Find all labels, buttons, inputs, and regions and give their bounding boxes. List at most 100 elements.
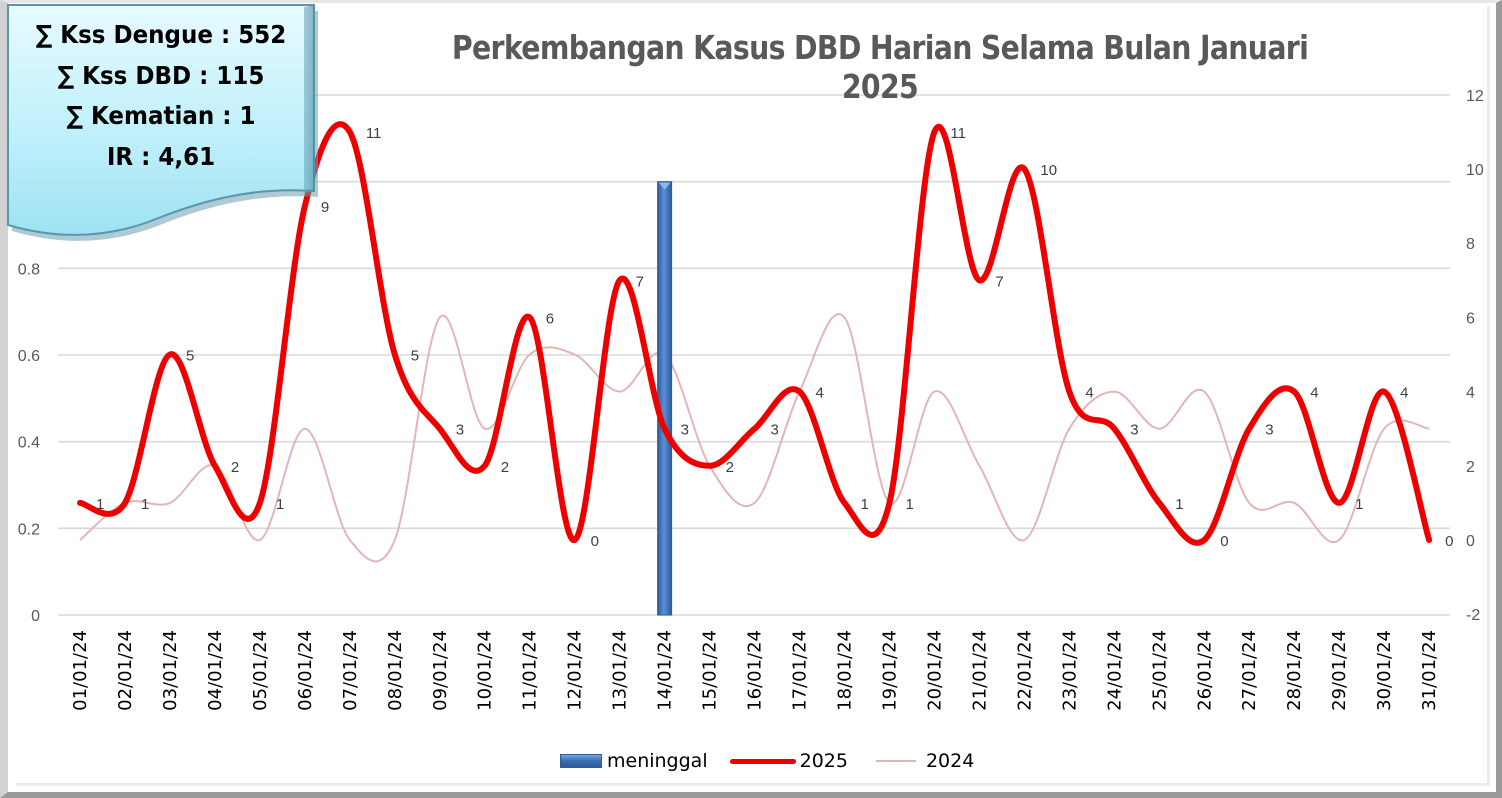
svg-text:10: 10 [1466,162,1484,179]
svg-text:4: 4 [1466,385,1475,402]
legend-label-2024: 2024 [925,750,975,772]
svg-text:09/01/24: 09/01/24 [430,630,451,711]
svg-text:1: 1 [141,496,149,513]
svg-text:12/01/24: 12/01/24 [565,630,586,711]
svg-text:3: 3 [1265,422,1273,439]
svg-text:2: 2 [726,459,734,476]
svg-text:7: 7 [995,273,1003,290]
svg-text:9: 9 [321,199,329,216]
svg-text:-2: -2 [1466,607,1480,624]
svg-text:8: 8 [1466,236,1475,253]
svg-text:4: 4 [1310,385,1318,402]
svg-text:1: 1 [1175,496,1183,513]
svg-text:0.8: 0.8 [18,261,40,278]
svg-text:1: 1 [860,496,868,513]
svg-text:10: 10 [1040,162,1057,179]
svg-text:19/01/24: 19/01/24 [879,630,900,711]
line-swatch-icon [875,760,916,762]
series-2024-line [79,313,1430,563]
svg-text:1: 1 [905,496,913,513]
svg-text:0.6: 0.6 [18,348,40,365]
svg-text:3: 3 [681,422,689,439]
legend-item-meninggal[interactable]: meninggal [560,750,708,772]
legend-item-2025[interactable]: 2025 [729,750,848,772]
svg-text:26/01/24: 26/01/24 [1194,630,1215,711]
series-2025-line [77,121,1433,546]
svg-text:0: 0 [591,533,599,550]
svg-text:4: 4 [816,385,824,402]
svg-text:4: 4 [1400,385,1408,402]
svg-text:24/01/24: 24/01/24 [1104,630,1125,711]
summary-kss-dbd: ∑ Kss DBD : 115 [57,60,265,90]
legend-item-2024[interactable]: 2024 [870,750,974,772]
svg-text:15/01/24: 15/01/24 [700,630,721,711]
svg-text:18/01/24: 18/01/24 [834,630,855,711]
wave-shape [7,4,318,241]
svg-text:07/01/24: 07/01/24 [340,630,361,711]
svg-text:11: 11 [366,125,382,142]
svg-text:25/01/24: 25/01/24 [1149,630,1170,711]
svg-text:21/01/24: 21/01/24 [969,630,990,711]
svg-text:0: 0 [1445,533,1453,550]
svg-text:2: 2 [231,459,239,476]
svg-text:0.2: 0.2 [18,521,40,538]
summary-kss-dengue: ∑ Kss Dengue : 552 [35,20,287,49]
svg-text:3: 3 [456,422,464,439]
svg-text:0.4: 0.4 [18,435,40,452]
svg-text:11/01/24: 11/01/24 [520,630,541,711]
svg-text:02/01/24: 02/01/24 [115,630,136,711]
svg-text:12: 12 [1466,88,1484,105]
legend-label-meninggal: meninggal [607,750,708,772]
svg-text:0: 0 [1466,533,1475,550]
svg-text:2: 2 [1466,459,1475,476]
svg-text:6: 6 [546,310,554,327]
svg-text:5: 5 [411,348,419,365]
legend: meninggal 2025 2024 [560,748,996,774]
svg-text:28/01/24: 28/01/24 [1284,630,1305,711]
svg-text:7: 7 [636,273,644,290]
svg-text:11: 11 [950,125,966,142]
svg-text:1: 1 [96,496,104,513]
svg-text:06/01/24: 06/01/24 [295,630,316,711]
summary-kematian: ∑ Kematian : 1 [66,101,256,130]
svg-text:31/01/24: 31/01/24 [1419,630,1440,711]
chart-title: Perkembangan Kasus DBD Harian Selama Bul… [451,28,1309,106]
x-axis-labels: 01/01/24 02/01/24 03/01/24 04/01/24 05/01/24… [70,630,1440,711]
svg-text:03/01/24: 03/01/24 [160,630,181,711]
svg-text:0: 0 [31,608,40,625]
svg-text:16/01/24: 16/01/24 [745,630,766,711]
svg-text:30/01/24: 30/01/24 [1374,630,1395,711]
svg-text:1: 1 [1355,496,1363,513]
left-axis: 0 0.2 0.4 0.6 0.8 [18,261,40,625]
summary-callout: ∑ Kss Dengue : 552 ∑ Kss DBD : 115 ∑ Kem… [6,3,318,241]
line-swatch-icon [729,758,796,764]
series-meninggal-bars [657,181,673,616]
svg-text:23/01/24: 23/01/24 [1059,630,1080,711]
svg-text:08/01/24: 08/01/24 [385,630,406,711]
summary-text: ∑ Kss Dengue : 552 ∑ Kss DBD : 115 ∑ Kem… [18,15,303,177]
svg-text:2: 2 [501,459,509,476]
summary-ir: IR : 4,61 [106,141,216,171]
svg-text:13/01/24: 13/01/24 [610,630,631,711]
svg-text:14/01/24: 14/01/24 [655,630,676,711]
svg-text:1: 1 [276,496,284,513]
svg-text:20/01/24: 20/01/24 [924,630,945,711]
svg-text:17/01/24: 17/01/24 [790,630,811,711]
svg-text:04/01/24: 04/01/24 [205,630,226,711]
svg-text:10/01/24: 10/01/24 [475,630,496,711]
svg-text:4: 4 [1085,385,1093,402]
svg-text:3: 3 [1130,422,1138,439]
svg-text:0: 0 [1220,533,1228,550]
bar-swatch-icon [560,754,602,768]
svg-text:5: 5 [186,348,194,365]
svg-text:27/01/24: 27/01/24 [1239,630,1260,711]
svg-text:6: 6 [1466,310,1475,327]
svg-text:01/01/24: 01/01/24 [70,630,91,711]
svg-text:05/01/24: 05/01/24 [250,630,271,711]
svg-text:3: 3 [771,422,779,439]
svg-text:22/01/24: 22/01/24 [1014,630,1035,711]
legend-label-2025: 2025 [799,750,848,772]
right-axis: -2 0 2 4 6 8 10 12 [1466,88,1484,624]
svg-text:29/01/24: 29/01/24 [1329,630,1350,711]
